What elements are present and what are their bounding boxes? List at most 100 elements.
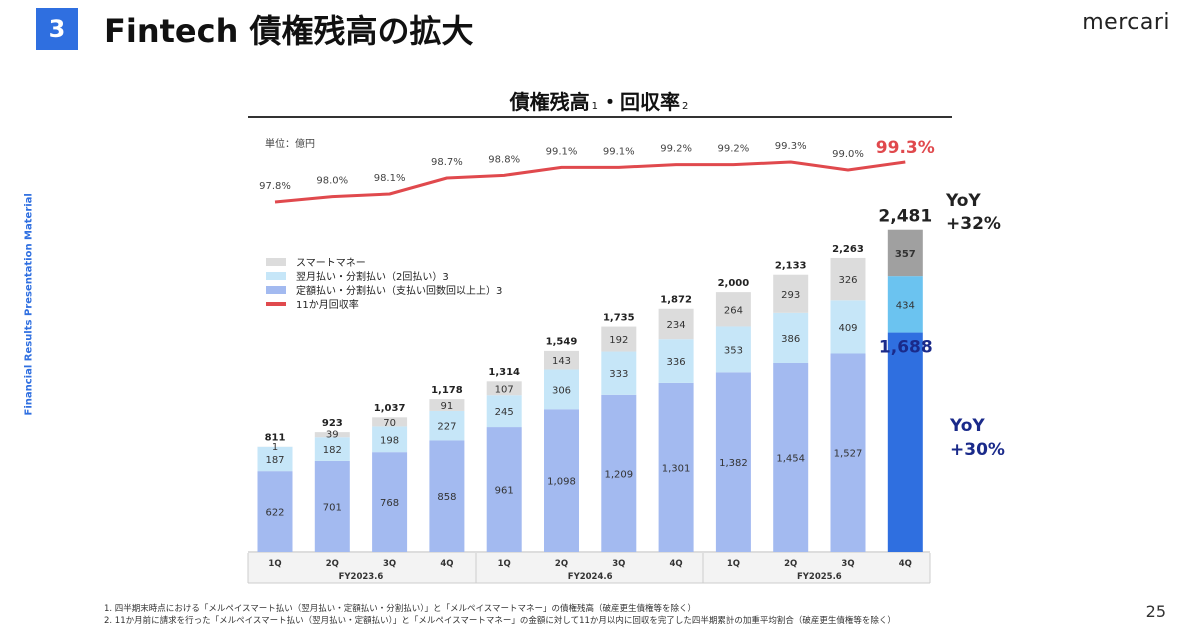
recovery-rate-label: 98.1% <box>374 173 406 184</box>
bar-label-top: 293 <box>781 290 800 301</box>
bar-segment-1-1 <box>314 437 350 461</box>
chart-title-rule <box>248 116 952 118</box>
bar-segment-1-8 <box>715 326 751 373</box>
bar-label-mid: 336 <box>667 357 686 368</box>
bar-segment-1-6 <box>601 351 637 395</box>
page-title: Fintech 債権残高の拡大 <box>104 12 474 50</box>
recovery-rate-label: 99.1% <box>546 146 578 157</box>
bar-total-label: 1,314 <box>488 367 520 378</box>
x-axis-band <box>248 553 930 583</box>
legend-label-0: スマートマネー <box>296 257 366 269</box>
bar-segment-1-3 <box>429 410 465 441</box>
bar-total-label: 2,263 <box>832 244 864 255</box>
bar-total-label: 923 <box>322 418 343 429</box>
bar-label-top: 70 <box>383 418 396 429</box>
bar-label-top: 39 <box>326 430 339 441</box>
bar-total-label: 811 <box>265 433 286 444</box>
recovery-rate-label: 98.8% <box>488 154 520 165</box>
bar-segment-2-5 <box>544 350 579 370</box>
recovery-rate-label: 99.3% <box>876 138 935 158</box>
x-tick-label: 3Q <box>383 559 396 569</box>
bar-segment-1-5 <box>544 369 579 410</box>
x-tick-label: 1Q <box>727 559 740 569</box>
bar-segment-2-11 <box>887 229 923 277</box>
bar-label-bottom: 768 <box>380 498 399 509</box>
bar-label-bottom: 1,527 <box>834 449 863 460</box>
bar-label-mid: 187 <box>265 455 284 466</box>
bar-segment-2-9 <box>773 274 809 313</box>
bar-total-label: 2,481 <box>878 206 932 226</box>
bar-segment-0-9 <box>773 362 809 552</box>
bar-label-bottom: 701 <box>323 502 342 513</box>
legend-label-3: 11か月回収率 <box>296 298 359 311</box>
bar-label-bottom: 1,688 <box>879 337 933 357</box>
bar-label-top: 264 <box>724 305 743 316</box>
yoy-installment-value: +30% <box>950 440 1005 460</box>
bar-label-mid: 182 <box>323 445 342 456</box>
bar-total-label: 1,549 <box>546 337 578 348</box>
bar-label-mid: 245 <box>495 407 514 418</box>
bar-label-bottom: 1,382 <box>719 458 748 469</box>
legend-swatch-2 <box>266 286 286 294</box>
bar-segment-1-10 <box>830 300 866 354</box>
bar-label-top: 1 <box>272 442 278 453</box>
bar-segment-0-2 <box>372 452 408 552</box>
bar-segment-0-8 <box>715 372 751 552</box>
recovery-rate-label: 99.2% <box>660 144 692 155</box>
bar-label-mid: 333 <box>609 369 628 380</box>
x-tick-label: 4Q <box>670 559 683 569</box>
bar-total-label: 2,000 <box>718 278 750 289</box>
recovery-rate-label: 99.1% <box>603 146 635 157</box>
bar-label-mid: 409 <box>838 323 857 334</box>
bar-total-label: 1,037 <box>374 403 406 414</box>
legend-swatch-1 <box>266 272 286 280</box>
legend-label-2: 定額払い・分割払い（支払い回数回以上上）3 <box>296 284 502 297</box>
recovery-rate-label: 98.0% <box>316 176 348 187</box>
bar-label-mid: 434 <box>896 300 915 311</box>
chart-title-second: 回収率 <box>620 90 680 114</box>
chart-title-note1: 1 <box>591 101 598 112</box>
unit-label: 単位：億円 <box>265 137 315 150</box>
bar-label-mid: 306 <box>552 385 571 396</box>
x-tick-label: 1Q <box>498 559 511 569</box>
recovery-rate-label: 97.8% <box>259 181 291 192</box>
x-tick-label: 2Q <box>555 559 568 569</box>
recovery-rate-label: 99.0% <box>832 149 864 160</box>
bar-segment-1-7 <box>658 339 694 383</box>
bar-segment-0-10 <box>830 353 866 552</box>
bar-label-mid: 227 <box>437 422 456 433</box>
bar-segment-0-7 <box>658 382 694 552</box>
yoy-total-label: YoY <box>945 191 981 211</box>
bar-label-bottom: 1,098 <box>547 477 576 488</box>
chart-title-note2: 2 <box>682 101 689 112</box>
bar-segment-1-11 <box>887 276 923 333</box>
bar-label-top: 192 <box>609 335 628 346</box>
recovery-rate-label: 99.2% <box>718 144 750 155</box>
bar-total-label: 2,133 <box>775 261 807 272</box>
x-tick-label: 1Q <box>268 559 281 569</box>
chart-title: 債権残高 1 ・回収率 2 <box>248 86 952 115</box>
bar-label-top: 326 <box>838 275 857 286</box>
chart-title-main: 債権残高 <box>509 90 590 114</box>
fiscal-year-label-1: FY2024.6 <box>568 572 613 582</box>
legend-swatch-3 <box>266 302 286 306</box>
bar-label-top: 234 <box>667 320 686 331</box>
bar-label-bottom: 1,209 <box>604 469 633 480</box>
bar-label-top: 91 <box>441 401 454 412</box>
x-tick-label: 4Q <box>440 559 453 569</box>
section-number-badge: 3 <box>36 8 78 50</box>
bar-segment-0-0 <box>257 471 293 552</box>
x-tick-label: 2Q <box>784 559 797 569</box>
x-tick-label: 3Q <box>612 559 625 569</box>
bar-segment-2-6 <box>601 326 637 352</box>
bar-segment-0-6 <box>601 394 637 552</box>
bar-segment-0-1 <box>314 460 350 552</box>
recovery-rate-label: 98.7% <box>431 157 463 168</box>
bar-segment-2-10 <box>830 257 866 301</box>
bar-segment-1-9 <box>773 312 809 363</box>
footnote-2: 2. 11か月前に請求を行った「メルペイスマート払い（翌月払い・定額払い）」と「… <box>104 616 896 626</box>
bar-label-top: 107 <box>495 384 514 395</box>
page-number: 25 <box>1145 602 1166 621</box>
bar-segment-0-3 <box>429 440 465 552</box>
